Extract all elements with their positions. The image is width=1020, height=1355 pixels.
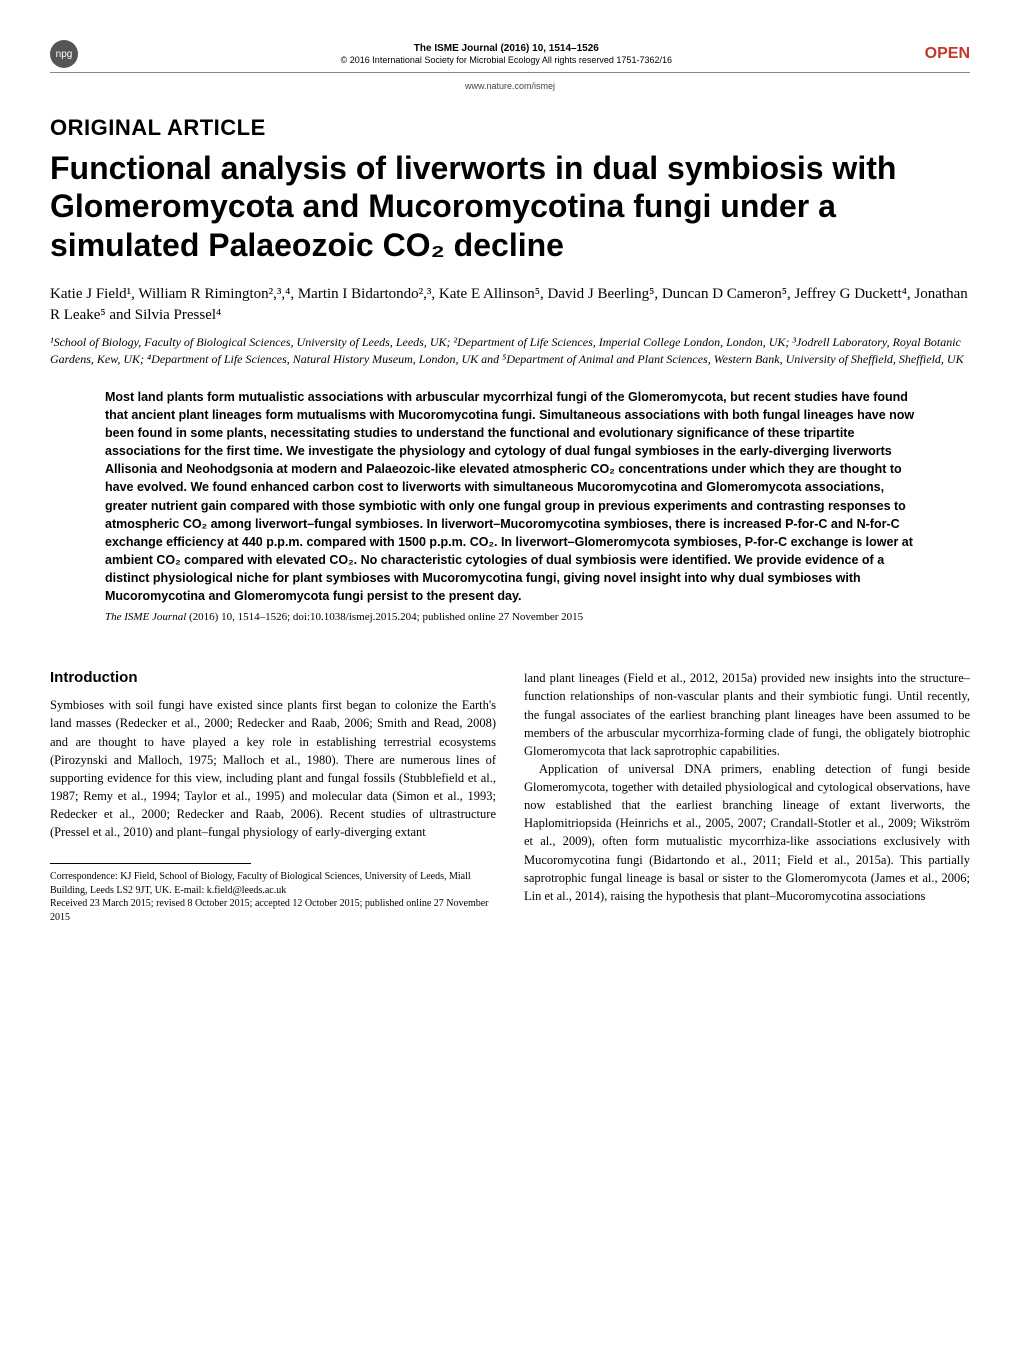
right-column: land plant lineages (Field et al., 2012,…: [524, 669, 970, 924]
left-column: Introduction Symbioses with soil fungi h…: [50, 669, 496, 924]
page-root: npg The ISME Journal (2016) 10, 1514–152…: [0, 0, 1020, 964]
section-heading-introduction: Introduction: [50, 669, 496, 686]
journal-title: The ISME Journal (2016) 10, 1514–1526: [88, 42, 925, 55]
open-access-badge: OPEN: [925, 45, 970, 63]
authors-list: Katie J Field¹, William R Rimington²,³,⁴…: [50, 284, 970, 326]
copyright-line: © 2016 International Society for Microbi…: [88, 55, 925, 67]
journal-info: The ISME Journal (2016) 10, 1514–1526 © …: [88, 42, 925, 67]
article-title: Functional analysis of liverworts in dua…: [50, 149, 970, 264]
correspondence-footnote: Correspondence: KJ Field, School of Biol…: [50, 870, 496, 897]
footnote-rule: [50, 863, 251, 864]
citation-journal: The ISME Journal: [105, 611, 186, 623]
body-columns: Introduction Symbioses with soil fungi h…: [50, 669, 970, 924]
header-bar: npg The ISME Journal (2016) 10, 1514–152…: [50, 40, 970, 73]
citation-details: (2016) 10, 1514–1526; doi:10.1038/ismej.…: [186, 611, 583, 623]
website-url: www.nature.com/ismej: [50, 81, 970, 91]
received-footnote: Received 23 March 2015; revised 8 Octobe…: [50, 897, 496, 924]
citation-line: The ISME Journal (2016) 10, 1514–1526; d…: [50, 611, 970, 623]
intro-paragraph-left: Symbioses with soil fungi have existed s…: [50, 696, 496, 841]
npg-badge-icon: npg: [50, 40, 78, 68]
article-type: ORIGINAL ARTICLE: [50, 115, 970, 141]
intro-paragraph-right-2: Application of universal DNA primers, en…: [524, 760, 970, 905]
abstract: Most land plants form mutualistic associ…: [50, 388, 970, 606]
intro-paragraph-right-1: land plant lineages (Field et al., 2012,…: [524, 669, 970, 760]
affiliations: ¹School of Biology, Faculty of Biologica…: [50, 334, 970, 368]
